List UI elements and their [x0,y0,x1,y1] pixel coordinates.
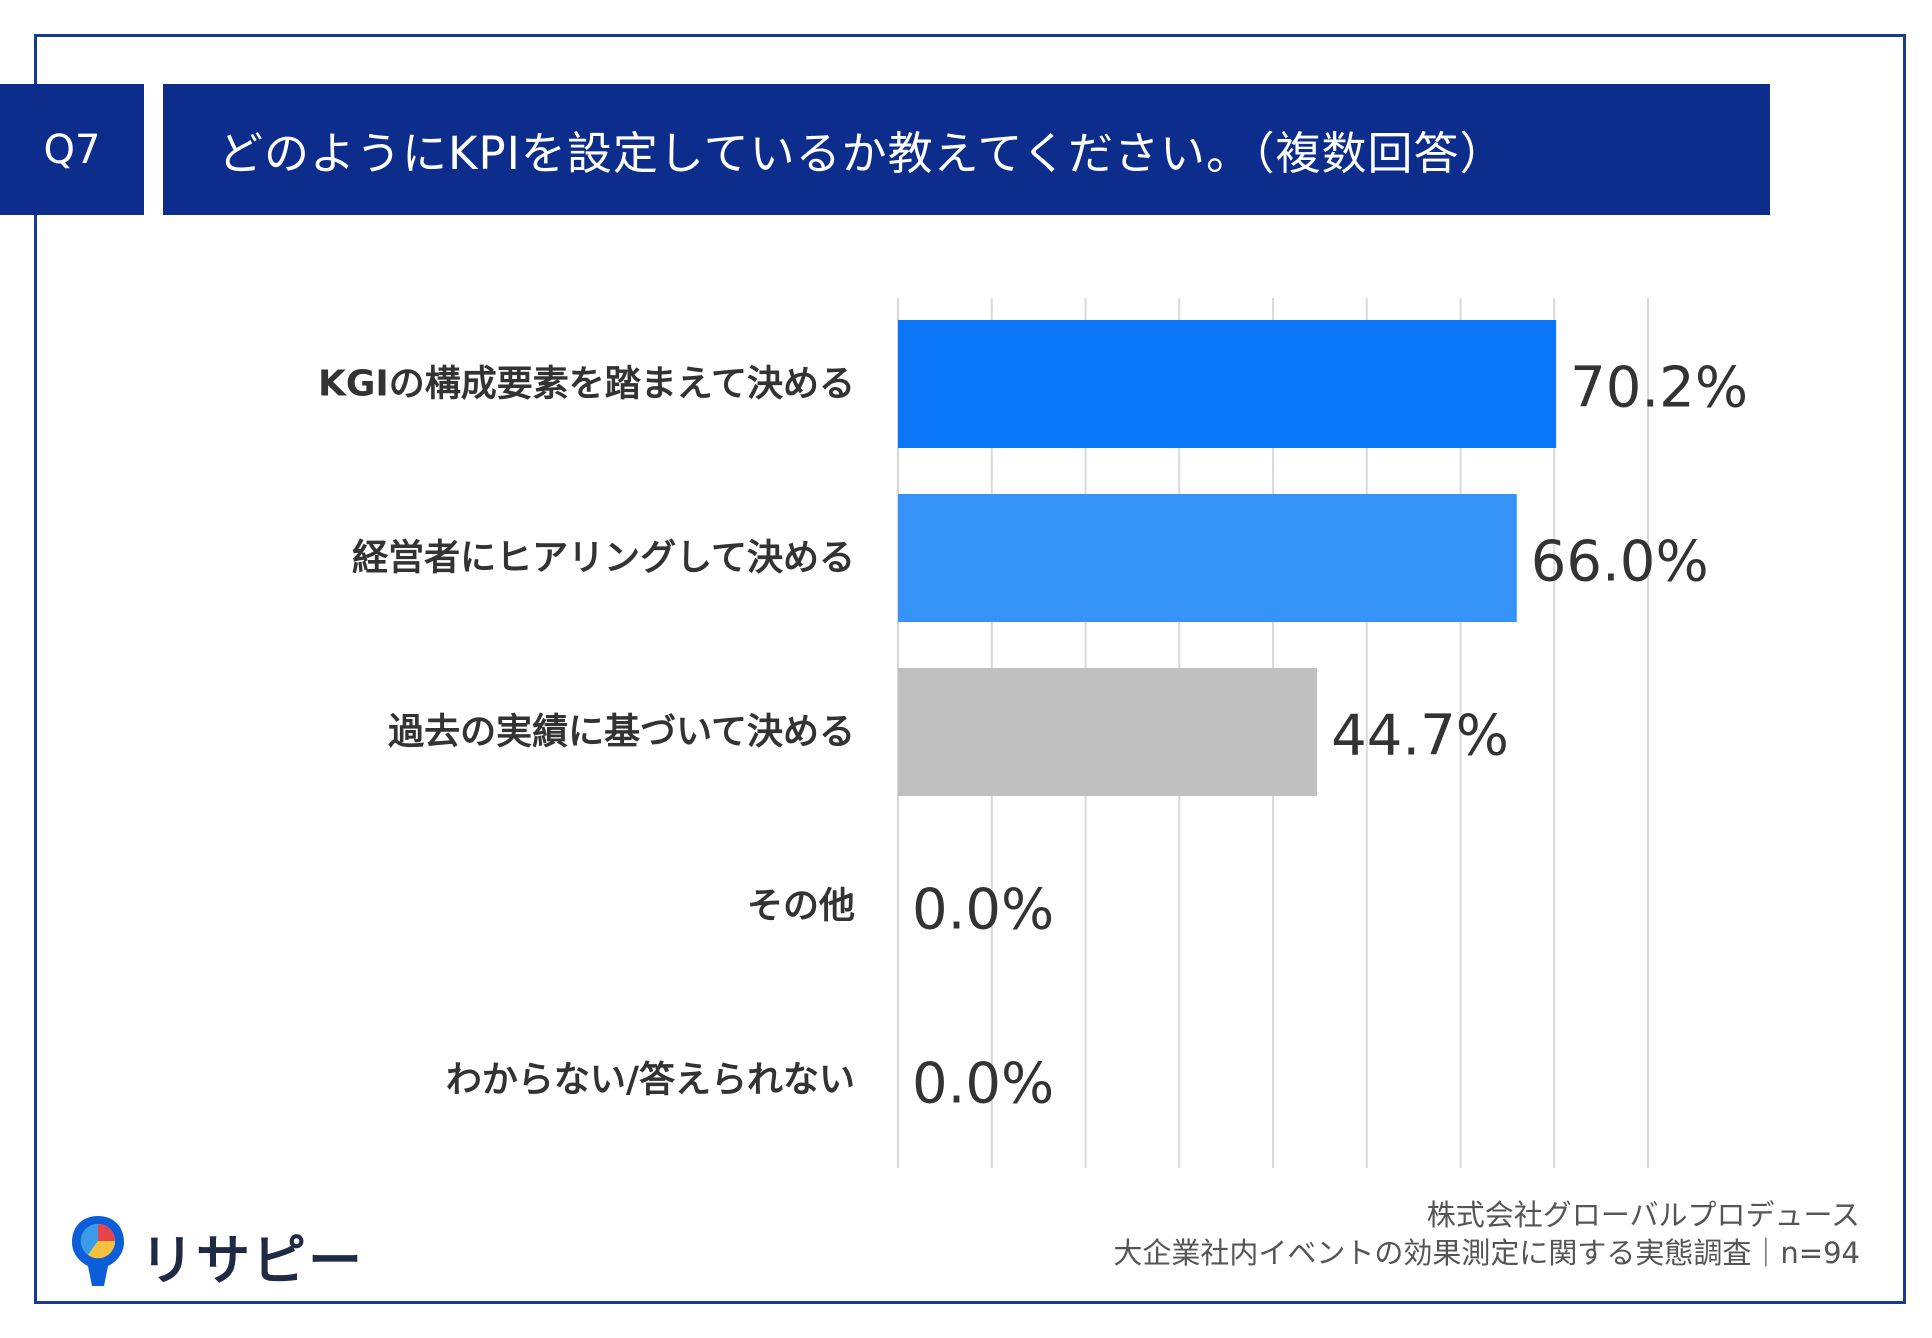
category-label: 経営者にヒアリングして決める [352,538,855,579]
category-label: わからない/答えられない [446,1060,855,1101]
value-label: 0.0% [912,1052,1054,1117]
risapi-logo: リサピー [68,1212,362,1292]
footer-company: 株式会社グローバルプロデュース [1426,1198,1860,1232]
value-label: 0.0% [912,878,1054,943]
bar [898,320,1557,448]
pin-logo-icon [72,1216,124,1286]
logo-text: リサピー [140,1229,364,1292]
question-title: どのようにKPIを設定しているか教えてください。（複数回答） [163,84,1770,215]
category-label: 過去の実績に基づいて決める [388,712,855,753]
figure-frame [34,34,1906,1304]
value-labels: 70.2% 66.0% 44.7% 0.0% 0.0% [912,356,1748,1117]
footer-survey: 大企業社内イベントの効果測定に関する実態調査｜n=94 [1113,1236,1860,1270]
bar [898,494,1517,622]
footer: 株式会社グローバルプロデュース 大企業社内イベントの効果測定に関する実態調査｜n… [1113,1196,1860,1272]
category-label: その他 [747,886,855,927]
bars [898,320,1557,796]
category-labels: KGIの構成要素を踏まえて決める経営者にヒアリングして決める過去の実績に基づいて… [318,364,855,1101]
value-label: 44.7% [1331,704,1509,769]
value-label: 66.0% [1531,530,1709,595]
question-number-badge: Q7 [0,84,144,215]
bar [898,668,1318,796]
value-label: 70.2% [1570,356,1748,421]
category-label: KGIの構成要素を踏まえて決める [318,364,855,405]
